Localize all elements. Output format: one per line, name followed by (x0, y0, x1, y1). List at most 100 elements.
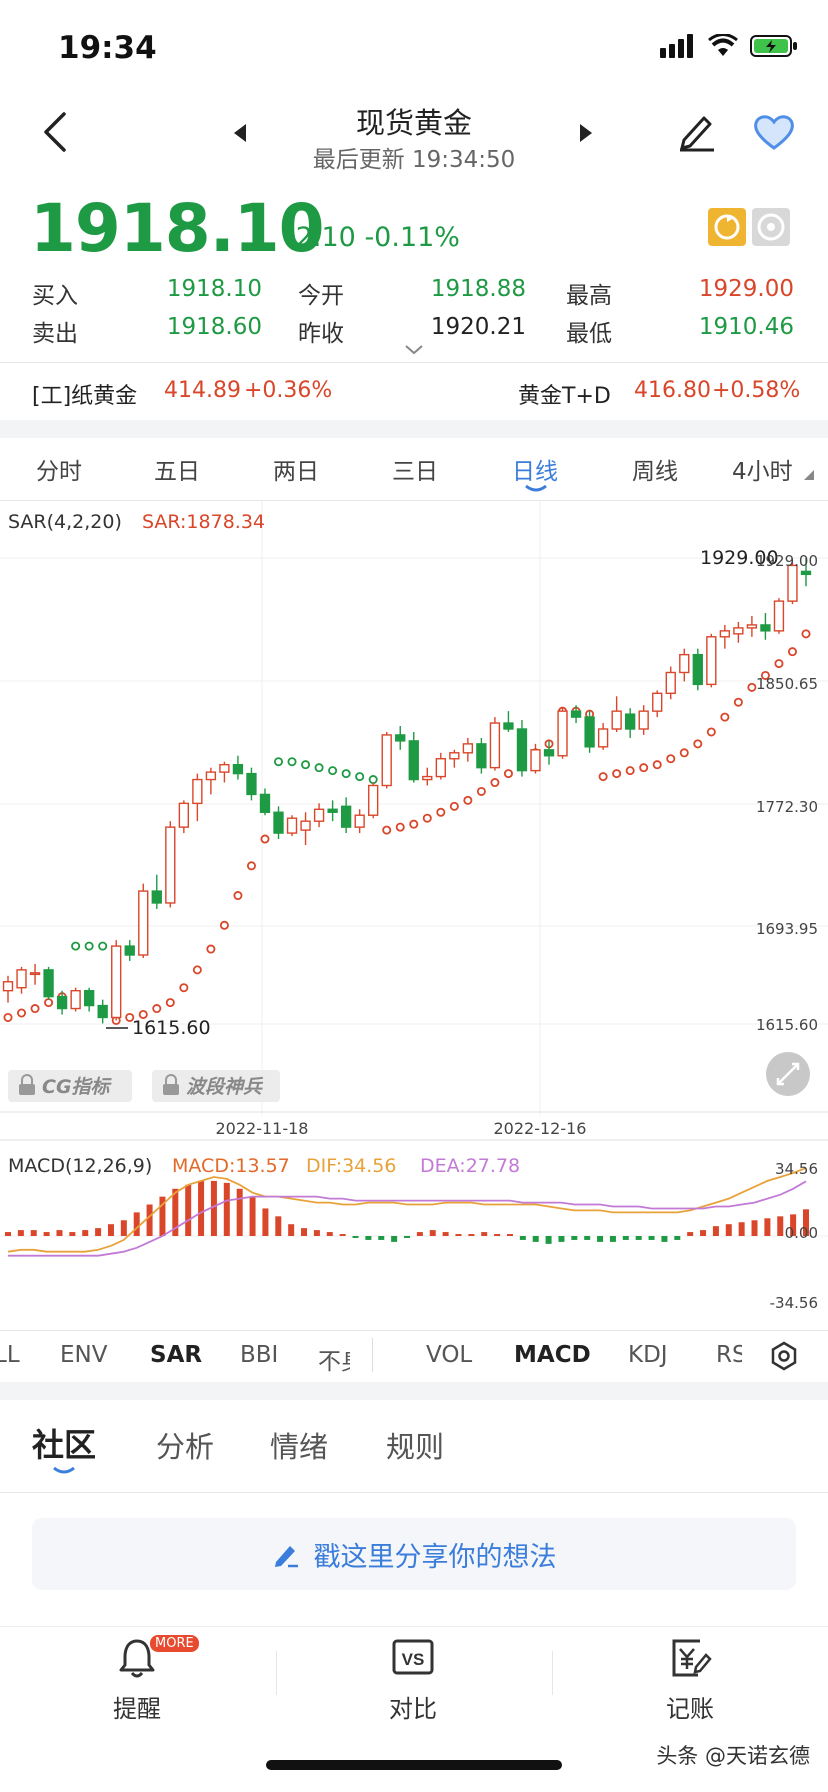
related-right-name[interactable]: 黄金T+D (518, 384, 611, 409)
cg-indicator-badge[interactable]: CG指标 (8, 1070, 132, 1102)
tab-two-day[interactable]: 两日 (273, 459, 319, 485)
candle-body (219, 763, 230, 773)
tab-daily[interactable]: 日线 (512, 459, 558, 485)
indicator-settings-icon[interactable] (768, 1340, 800, 1372)
sar-dot (328, 766, 338, 776)
tab-rules[interactable]: 规则 (386, 1430, 445, 1464)
sar-dot (206, 944, 216, 954)
macd-histogram-bar (262, 1208, 269, 1236)
indicator-separator (372, 1338, 373, 1372)
sar-dot (3, 1012, 13, 1022)
macd-histogram-bar (185, 1184, 192, 1236)
indicator-vol[interactable]: VOL (426, 1342, 473, 1368)
ledger-button[interactable]: 记账 (630, 1637, 750, 1724)
macd-histogram-bar (751, 1220, 758, 1236)
macd-histogram-bar (146, 1204, 153, 1236)
band-indicator-badge[interactable]: 波段神兵 (152, 1070, 280, 1102)
candle-body (570, 710, 582, 718)
sar-dot (17, 1008, 27, 1018)
macd-histogram-bar (378, 1236, 385, 1240)
sell-value: 1918.60 (166, 314, 262, 340)
tab-sentiment[interactable]: 情绪 (270, 1430, 329, 1464)
sar-dot (801, 629, 811, 639)
high-label: 最高 (566, 283, 612, 309)
favorite-heart-icon[interactable] (752, 112, 796, 152)
macd-histogram-bar (198, 1180, 205, 1236)
indicator-bbi[interactable]: BBI (240, 1342, 279, 1368)
expand-chevron-icon[interactable] (404, 344, 424, 356)
divider (0, 500, 828, 501)
price-chart[interactable]: SAR(4,2,20) SAR:1878.34 1929.00 1615.60 … (0, 500, 828, 1330)
active-section-indicator (53, 1466, 75, 1474)
macd-histogram-bar (365, 1236, 372, 1240)
candle-body (692, 653, 703, 686)
watermark: 头条 @天诺玄德 (656, 1744, 810, 1768)
candle-body (205, 771, 217, 781)
indicator-env[interactable]: ENV (60, 1342, 108, 1368)
fullscreen-icon[interactable] (766, 1052, 810, 1096)
compare-button[interactable]: VS 对比 (353, 1637, 473, 1724)
sar-dot (409, 819, 419, 829)
sar-dot (246, 861, 256, 871)
candle-body (652, 692, 663, 712)
macd-histogram-bar (301, 1228, 308, 1236)
back-button[interactable] (38, 110, 74, 154)
indicator-macd[interactable]: MACD (514, 1342, 591, 1368)
candle-body (138, 890, 149, 956)
macd-histogram-bar (236, 1188, 243, 1236)
indicator-kdj[interactable]: KDJ (628, 1342, 668, 1368)
macd-value: MACD:13.57 (172, 1155, 290, 1177)
tab-four-hour[interactable]: 4小时 (732, 459, 793, 485)
candle-body (43, 969, 54, 998)
related-left-change: +0.36% (244, 378, 333, 403)
candle-body (760, 624, 771, 632)
tab-five-day[interactable]: 五日 (154, 459, 200, 485)
indicator-rsi[interactable]: RS (716, 1342, 742, 1368)
sar-dot (355, 772, 365, 782)
indicator-sar[interactable]: SAR (150, 1342, 203, 1368)
dropdown-triangle-icon[interactable] (804, 470, 814, 480)
candle-body (83, 989, 95, 1007)
tab-community[interactable]: 社区 (32, 1426, 97, 1464)
remind-button[interactable]: 提醒 (77, 1637, 197, 1724)
prev-instrument-button[interactable] (232, 122, 248, 144)
sar-dot (314, 763, 324, 773)
candle-body (192, 778, 203, 805)
tab-three-day[interactable]: 三日 (392, 459, 438, 485)
dea-value: DEA:27.78 (420, 1155, 520, 1177)
sar-dot (125, 1012, 135, 1022)
y-tick-label: 1772.30 (756, 798, 818, 816)
refresh-badge-icon[interactable] (708, 208, 746, 246)
macd-histogram-bar (558, 1236, 565, 1242)
sar-dot (476, 786, 486, 796)
indicator-more[interactable]: 不身 (318, 1349, 350, 1375)
y-tick-label: 1693.95 (756, 920, 818, 938)
candle-body (719, 630, 731, 638)
candle-body (476, 743, 487, 769)
y-tick-label: 1615.60 (756, 1016, 818, 1034)
macd-histogram-bar (455, 1234, 462, 1236)
share-thoughts-input[interactable]: 戳这里分享你的想法 (32, 1518, 796, 1590)
sar-dot (639, 763, 649, 773)
tab-weekly[interactable]: 周线 (632, 459, 678, 485)
wifi-icon (708, 34, 738, 56)
related-left-name[interactable]: [工]纸黄金 (32, 384, 138, 409)
settings-badge-icon[interactable] (752, 208, 790, 246)
sar-dot (598, 772, 608, 782)
tab-intraday[interactable]: 分时 (36, 459, 82, 485)
band-badge-label: 波段神兵 (186, 1076, 264, 1098)
candle-body (354, 814, 365, 828)
bottom-action-bar: 提醒 MORE VS 对比 记账 (0, 1626, 828, 1792)
macd-histogram-bar (69, 1232, 76, 1236)
section-gap (0, 420, 828, 438)
macd-histogram-bar (777, 1216, 784, 1236)
tab-analysis[interactable]: 分析 (156, 1430, 215, 1464)
edit-icon[interactable] (676, 110, 716, 152)
macd-histogram-bar (5, 1232, 11, 1236)
next-instrument-button[interactable] (578, 122, 594, 144)
macd-y-tick: 0.00 (785, 1224, 818, 1242)
related-left-price: 414.89 (164, 378, 241, 403)
candle-body (733, 627, 744, 635)
dif-value: DIF:34.56 (306, 1155, 396, 1177)
indicator-ll[interactable]: LL (0, 1342, 20, 1368)
